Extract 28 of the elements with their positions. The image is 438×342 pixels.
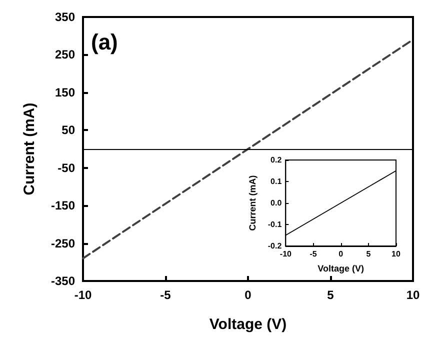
y-tick-label: 0.0	[270, 198, 282, 208]
y-tick-label: 350	[54, 10, 76, 24]
y-tick-label: -150	[50, 198, 76, 213]
y-tick-label: -50	[58, 160, 76, 175]
y-tick-label: 0.2	[270, 156, 282, 164]
y-tick-label: -0.2	[268, 242, 282, 250]
y-axis-title: Current (mA)	[248, 175, 258, 231]
y-tick-label: -350	[50, 274, 76, 288]
annotation: (a)	[91, 30, 118, 54]
x-tick-label: 10	[392, 250, 401, 258]
x-axis-title: Voltage (V)	[209, 316, 287, 333]
x-tick-label: -5	[310, 250, 318, 258]
x-tick-label: 5	[327, 288, 334, 302]
x-tick-label: 0	[338, 250, 344, 258]
y-tick-label: -250	[50, 236, 76, 250]
x-tick-label: 10	[406, 288, 420, 302]
x-tick-label: 0	[244, 288, 252, 302]
y-tick-label: 250	[54, 48, 76, 62]
y-tick-label: -0.1	[268, 220, 282, 229]
x-tick-label: -10	[74, 288, 92, 302]
x-tick-label: 5	[366, 250, 372, 258]
y-axis-title: Current (mA)	[21, 102, 38, 196]
x-tick-label: -10	[280, 250, 292, 258]
y-tick-label: 50	[62, 123, 76, 138]
x-axis-title: Voltage (V)	[318, 264, 364, 274]
y-tick-label: 0.1	[270, 177, 282, 186]
x-tick-label: -5	[160, 288, 172, 302]
y-tick-label: 150	[54, 85, 76, 100]
